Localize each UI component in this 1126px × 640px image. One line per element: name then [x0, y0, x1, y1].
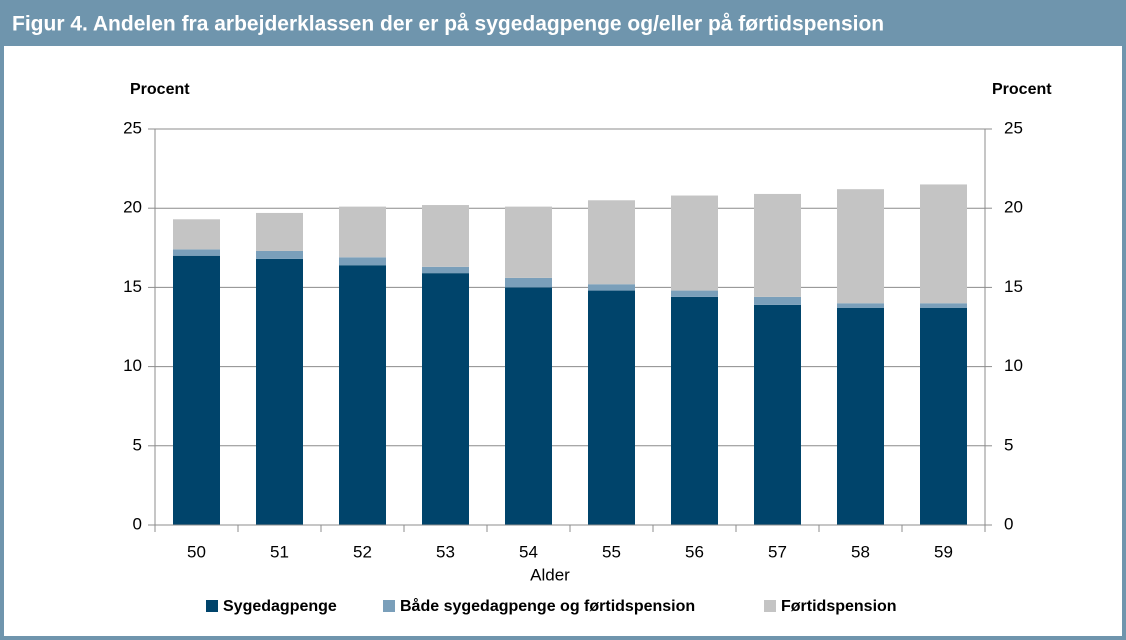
legend-swatch — [206, 600, 218, 612]
bar-segment — [754, 304, 801, 525]
bar-segment — [505, 287, 552, 525]
bar-segment — [422, 273, 469, 525]
y-tick-label: 10 — [123, 356, 142, 375]
x-axis-label: Alder — [530, 565, 570, 584]
y-tick-label: 15 — [123, 277, 142, 296]
bar-segment — [588, 290, 635, 525]
x-tick-label: 53 — [436, 542, 455, 561]
bar-segment — [837, 307, 884, 525]
frame-left — [0, 46, 4, 640]
chart-title: Figur 4. Andelen fra arbejderklassen der… — [12, 13, 884, 36]
bar-segment — [339, 206, 386, 258]
header-bar — [0, 0, 1126, 46]
bar-segment — [671, 290, 718, 297]
bar-segment — [339, 265, 386, 525]
frame-bottom — [0, 636, 1126, 640]
bar-segment — [505, 277, 552, 288]
y-tick-label: 25 — [123, 118, 142, 137]
x-tick-label: 56 — [685, 542, 704, 561]
bar-segment — [588, 284, 635, 291]
bar-segment — [754, 193, 801, 297]
y-tick-label: 5 — [133, 435, 142, 454]
x-tick-label: 54 — [519, 542, 538, 561]
x-tick-label: 52 — [353, 542, 372, 561]
bar-segment — [837, 303, 884, 308]
y2-axis-label: Procent — [992, 81, 1052, 98]
legend-swatch — [383, 600, 395, 612]
x-tick-label: 55 — [602, 542, 621, 561]
x-tick-label: 59 — [934, 542, 953, 561]
x-tick-label: 51 — [270, 542, 289, 561]
bar-segment — [920, 303, 967, 308]
bar-segment — [671, 296, 718, 525]
bar-segment — [920, 307, 967, 525]
bar-segment — [339, 257, 386, 266]
bar-segment — [920, 184, 967, 304]
y-axis-label: Procent — [130, 81, 190, 98]
bar-segment — [256, 258, 303, 525]
y2-tick-label: 20 — [1004, 198, 1023, 217]
bar-segment — [173, 249, 220, 256]
bar-segment — [173, 255, 220, 525]
legend-label: Både sygedagpenge og førtidspension — [400, 597, 695, 615]
legend-label: Førtidspension — [781, 598, 897, 615]
bar-segment — [173, 219, 220, 250]
frame-right — [1122, 46, 1126, 640]
bar-segment — [671, 195, 718, 291]
y2-tick-label: 0 — [1004, 514, 1013, 533]
legend-label: Sygedagpenge — [223, 598, 337, 615]
y-tick-label: 20 — [123, 198, 142, 217]
bar-segment — [422, 205, 469, 267]
y2-tick-label: 15 — [1004, 277, 1023, 296]
bar-segment — [837, 189, 884, 304]
bar-segment — [754, 296, 801, 305]
bar-segment — [256, 250, 303, 259]
bar-segment — [505, 206, 552, 278]
legend-swatch — [764, 600, 776, 612]
y-tick-label: 0 — [133, 514, 142, 533]
x-tick-label: 57 — [768, 542, 787, 561]
x-tick-label: 58 — [851, 542, 870, 561]
bar-segment — [256, 212, 303, 251]
y2-tick-label: 5 — [1004, 435, 1013, 454]
bar-segment — [422, 266, 469, 274]
y2-tick-label: 25 — [1004, 118, 1023, 137]
x-tick-label: 50 — [187, 542, 206, 561]
bar-segment — [588, 200, 635, 285]
y2-tick-label: 10 — [1004, 356, 1023, 375]
